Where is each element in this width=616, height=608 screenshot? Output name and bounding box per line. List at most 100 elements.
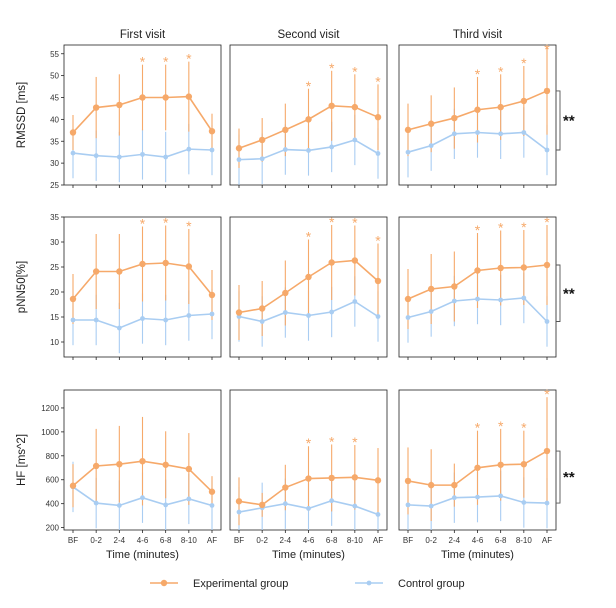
experimental-point: [258, 501, 266, 509]
experimental-point: [235, 309, 243, 316]
y-tick-label: 25: [50, 181, 59, 190]
control-point: [282, 147, 288, 152]
y-tick-label: 200: [46, 524, 60, 533]
control-point: [259, 156, 265, 162]
y-tick-label: 30: [50, 159, 59, 168]
y-tick-label: 1200: [41, 404, 59, 413]
x-axis-label: Time (minutes): [441, 549, 514, 561]
experimental-point: [69, 295, 77, 303]
y-tick-label: 50: [50, 72, 59, 81]
x-tick-label: 8-10: [181, 536, 198, 545]
experimental-point: [497, 103, 504, 111]
experimental-point: [305, 116, 312, 123]
y-tick-label: 30: [50, 238, 59, 247]
experimental-point: [451, 481, 458, 489]
x-tick-label: AF: [542, 536, 552, 545]
experimental-point: [235, 145, 243, 152]
y-tick-label: 10: [50, 338, 59, 347]
control-point: [140, 495, 145, 501]
significance-star: *: [544, 41, 550, 57]
x-tick-label: BF: [68, 536, 78, 545]
significance-star: *: [186, 51, 192, 67]
control-point: [236, 509, 242, 515]
x-tick-label: 0-2: [425, 536, 437, 545]
x-tick-label: 4-6: [137, 536, 149, 545]
experimental-point: [520, 97, 528, 105]
experimental-point: [328, 102, 335, 110]
significance-star: *: [375, 233, 381, 249]
experimental-point: [305, 273, 312, 281]
x-tick-label: 0-2: [90, 536, 102, 545]
control-point: [544, 319, 550, 324]
legend-experimental-marker: [160, 579, 168, 587]
experimental-point: [427, 120, 435, 127]
experimental-point: [543, 87, 551, 95]
experimental-point: [162, 259, 169, 267]
experimental-point: [258, 136, 266, 144]
panel-r2-c2: * * * *: [229, 214, 388, 360]
legend-control-label: Control group: [398, 578, 465, 590]
control-point: [352, 137, 358, 143]
significance-star: *: [544, 214, 550, 230]
y-tick-label: 40: [50, 115, 59, 124]
control-point: [70, 317, 76, 323]
significance-star: *: [306, 78, 312, 94]
experimental-point: [351, 257, 359, 264]
x-tick-label: 2-4: [449, 536, 461, 545]
control-point: [93, 500, 99, 506]
experimental-point: [185, 93, 193, 100]
experimental-point: [328, 474, 335, 482]
y-tick-label: 25: [50, 263, 59, 272]
x-axis-label: Time (minutes): [106, 549, 179, 561]
experimental-point: [208, 127, 216, 135]
experimental-point: [374, 277, 382, 285]
panel-r1-c3: * *****: [398, 41, 575, 188]
column-title-3: Third visit: [453, 29, 503, 41]
experimental-point: [474, 267, 481, 274]
significance-star: *: [329, 433, 335, 449]
significance-star: *: [306, 229, 312, 245]
experimental-point: [404, 126, 412, 134]
control-point: [405, 149, 411, 155]
control-point: [329, 309, 335, 315]
experimental-point: [282, 484, 289, 491]
x-tick-label: AF: [207, 536, 217, 545]
experimental-point: [543, 447, 551, 455]
experimental-point: [258, 305, 266, 312]
control-point: [209, 147, 215, 153]
control-point: [375, 512, 381, 517]
y-tick-label: 35: [50, 137, 59, 146]
control-point: [428, 143, 434, 149]
control-point: [163, 317, 169, 323]
experimental-point: [497, 461, 504, 468]
y-tick-label: 20: [50, 288, 59, 297]
significance-star: *: [475, 222, 481, 238]
significance-star: *: [521, 420, 527, 436]
experimental-point: [235, 498, 243, 505]
control-point: [140, 316, 145, 321]
experimental-point: [328, 259, 335, 266]
x-tick-label: 0-2: [256, 536, 268, 545]
significance-star: *: [521, 219, 527, 235]
legend-experimental-label: Experimental group: [193, 578, 288, 590]
experimental-point: [139, 94, 146, 101]
experimental-point: [520, 264, 528, 271]
panel-r3-c1: BF 0-2 2-4 4-6 6-8 8-10 AF Time (minutes): [61, 389, 222, 561]
y-tick-label: 1000: [41, 428, 59, 437]
y-axis-label-row-3: HF [ms^2]: [16, 434, 28, 486]
control-point: [329, 144, 335, 150]
experimental-point: [474, 106, 481, 113]
experimental-point: [208, 488, 216, 495]
experimental-point: [69, 482, 77, 489]
y-axis-label-row-1: RMSSD [ms]: [16, 82, 28, 148]
experimental-point: [374, 113, 382, 121]
x-tick-label: AF: [373, 536, 383, 545]
control-point: [209, 311, 215, 317]
y-tick-label: 15: [50, 313, 59, 322]
control-point: [329, 498, 335, 504]
experimental-point: [427, 481, 435, 489]
x-axis-label: Time (minutes): [272, 549, 345, 561]
control-point: [544, 500, 550, 506]
y-tick-label: 400: [46, 500, 60, 509]
